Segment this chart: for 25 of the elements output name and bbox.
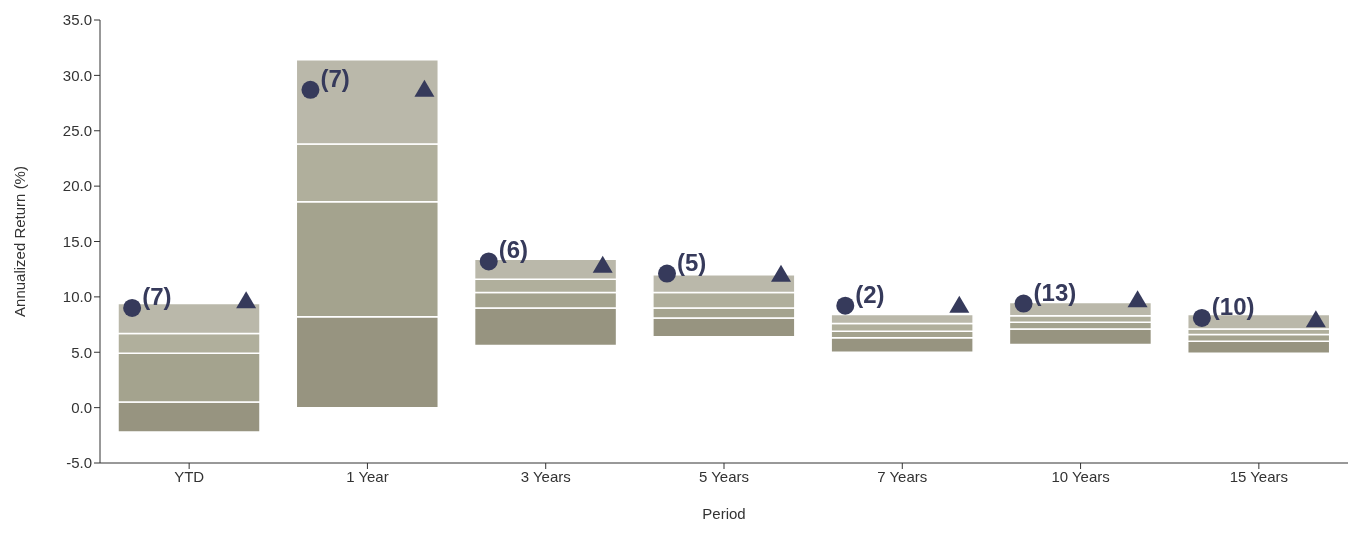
y-axis-title: Annualized Return (%) bbox=[11, 166, 29, 317]
annotation: (5) bbox=[677, 248, 707, 276]
y-tick-label: 15.0 bbox=[62, 232, 92, 250]
y-tick-label: 25.0 bbox=[62, 122, 92, 140]
y-tick-label: 30.0 bbox=[62, 66, 92, 84]
annotation: (6) bbox=[498, 236, 529, 264]
y-tick-label: 5.0 bbox=[71, 343, 92, 361]
x-tick-label: 5 Years bbox=[698, 467, 750, 485]
x-tick-label: 15 Years bbox=[1229, 467, 1289, 485]
annotation: (13) bbox=[1033, 278, 1077, 306]
x-axis-title: Period bbox=[702, 505, 746, 522]
x-tick-label: 10 Years bbox=[1051, 467, 1110, 485]
y-tick-label: 0.0 bbox=[71, 398, 92, 416]
annotation: (10) bbox=[1211, 292, 1255, 320]
y-tick-label: 10.0 bbox=[62, 288, 92, 306]
y-tick-label: 20.0 bbox=[62, 177, 92, 195]
x-tick-label: 1 Year bbox=[346, 467, 389, 485]
x-tick-label: 3 Years bbox=[520, 467, 571, 485]
annotation: (7) bbox=[142, 282, 172, 310]
x-tick-label: YTD bbox=[174, 467, 205, 485]
annotation: (2) bbox=[855, 280, 885, 308]
annotation: (7) bbox=[320, 64, 350, 92]
y-tick-label: 35.0 bbox=[62, 11, 92, 29]
x-tick-label: 7 Years bbox=[877, 467, 928, 485]
y-tick-label: -5.0 bbox=[66, 454, 92, 472]
